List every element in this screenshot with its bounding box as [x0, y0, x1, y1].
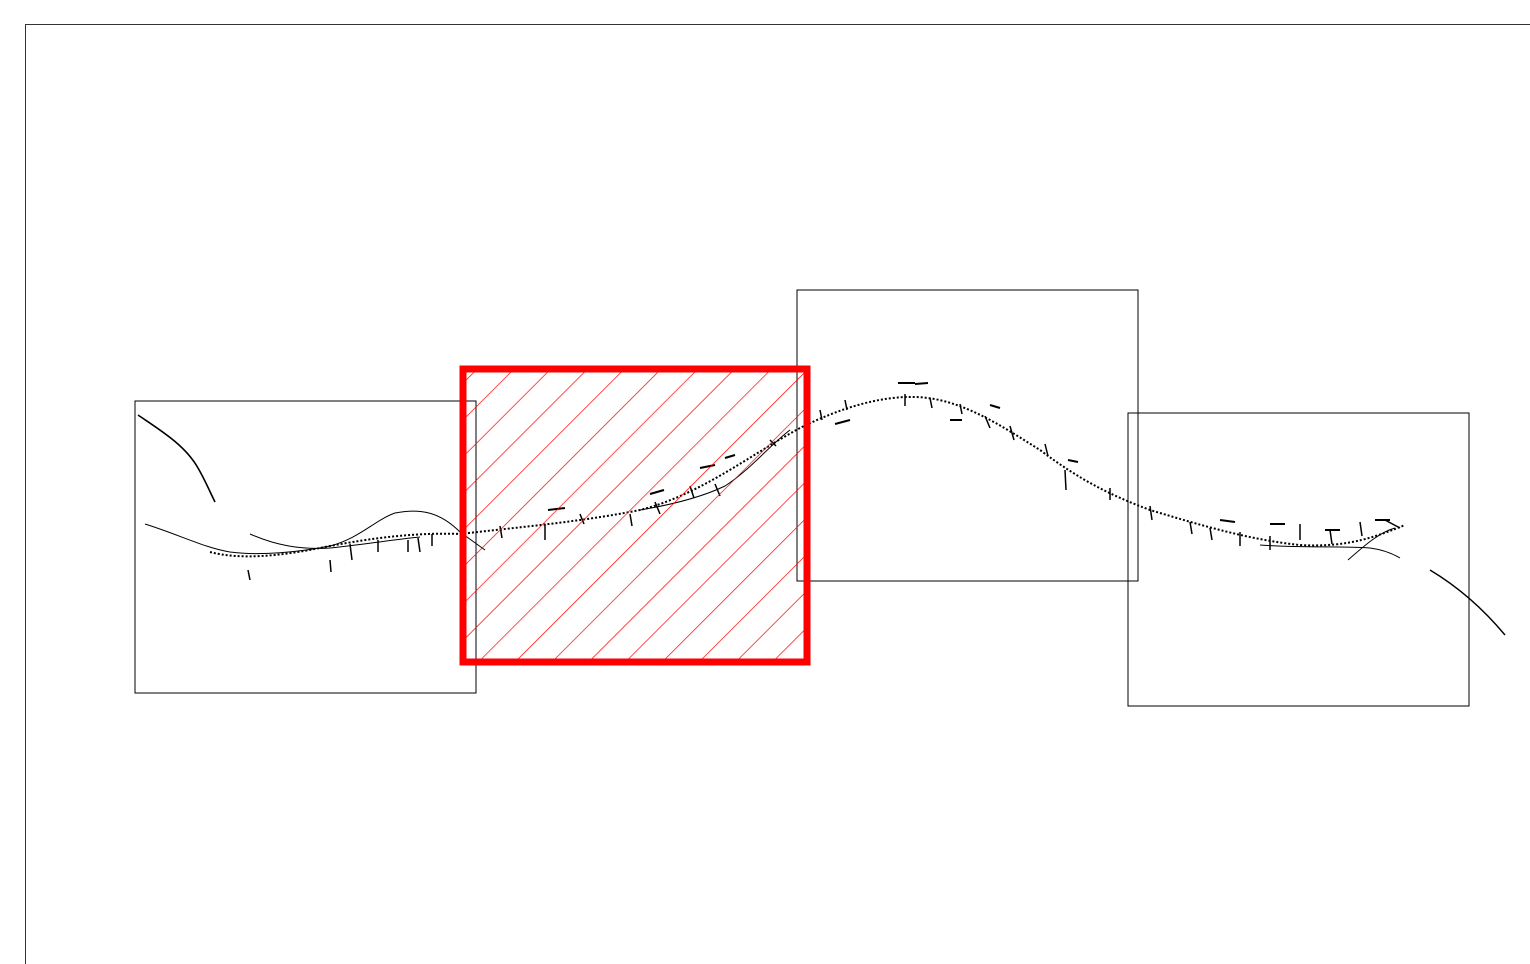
tile-3-outline[interactable] [796, 289, 1139, 582]
tile-1-outline[interactable] [134, 400, 477, 694]
track-line-tail [1429, 569, 1506, 636]
selected-tile-fill[interactable] [463, 369, 807, 662]
tile-4-outline[interactable] [1127, 412, 1470, 707]
track-line-lower-left [249, 533, 421, 549]
track-line-right-a [1259, 544, 1401, 559]
viewport-frame [25, 24, 1530, 964]
track-ticks [247, 394, 1401, 581]
track-line-secondary [144, 510, 486, 555]
track-line-upper-left [137, 414, 216, 503]
track-line-right-b [1347, 527, 1396, 561]
selected-tile-outline[interactable] [459, 365, 811, 666]
track-line [209, 395, 1406, 558]
